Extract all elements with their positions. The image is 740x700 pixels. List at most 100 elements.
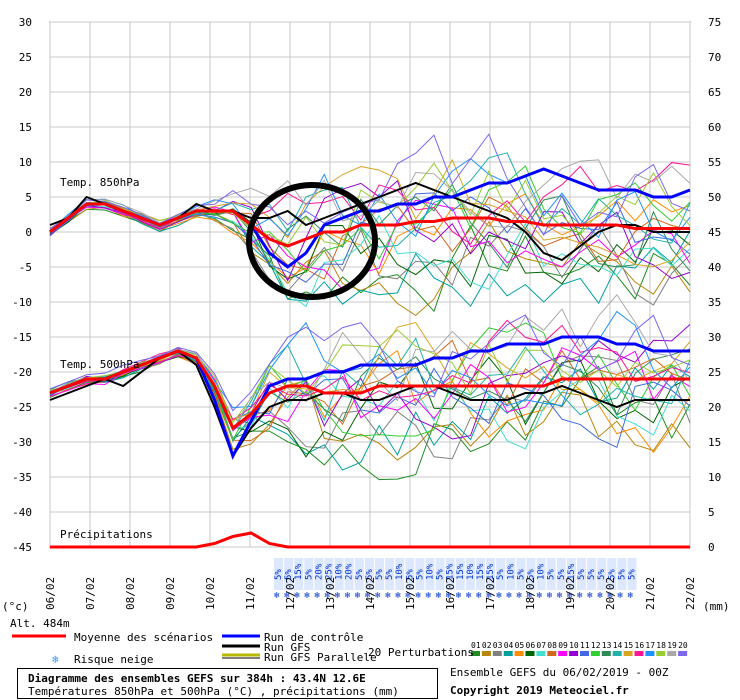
snow-risk-value: 5% (375, 569, 385, 580)
perturbation-id: 18 (656, 641, 666, 650)
perturbation-color-box (678, 651, 688, 656)
snow-risk-cell (627, 558, 637, 590)
snowflake-icon: ❄ (577, 591, 583, 601)
y-tick-left: 5 (25, 191, 32, 204)
snow-risk-cell (516, 558, 526, 590)
right-unit-label: (mm) (703, 600, 730, 613)
perturbation-id: 01 (471, 641, 481, 650)
snow-risk-value: 5% (436, 569, 446, 580)
snow-risk-value: 20% (345, 563, 355, 580)
y-tick-left: 0 (25, 226, 32, 239)
snow-risk-cell (556, 558, 566, 590)
y-tick-left: 10 (19, 156, 32, 169)
y-tick-right: 35 (708, 296, 721, 309)
y-tick-left: -45 (12, 541, 32, 554)
snow-risk-value: 5% (577, 569, 587, 580)
perturbation-id: 10 (569, 641, 579, 650)
perturbation-id: 12 (591, 641, 601, 650)
snow-risk-value: 5% (284, 569, 294, 580)
snowflake-icon: ❄ (284, 591, 290, 601)
snowflake-icon: ❄ (314, 591, 320, 601)
x-axis: 06/02 07/02 08/02 09/02 10/02 11/02 12/02 13/02… (44, 577, 697, 610)
perturbation-id: 08 (547, 641, 557, 650)
y-tick-left: -10 (12, 296, 32, 309)
perturbation-line-t500 (49, 314, 691, 412)
snow-risk-value: 10% (506, 563, 516, 580)
snowflake-icon: ❄ (274, 591, 280, 601)
perturbation-color-box (569, 651, 579, 656)
snow-risk-cell (577, 558, 586, 590)
snowflake-icon: ❄ (426, 591, 432, 601)
perturbation-color-box (656, 651, 666, 656)
perturbation-color-box (492, 651, 502, 656)
y-tick-right: 40 (708, 261, 721, 274)
snowflake-icon: ❄ (395, 591, 401, 601)
snowflake-icon: ❄ (304, 591, 310, 601)
x-tick-date: 11/02 (244, 577, 257, 610)
perturbation-color-box (514, 651, 524, 656)
snowflake-icon: ❄ (547, 591, 553, 601)
footer-box: Diagramme des ensembles GEFS sur 384h : … (17, 668, 438, 699)
perturbation-id: 04 (504, 641, 514, 650)
snowflake-icon: ❄ (466, 591, 472, 601)
snow-risk-cell (455, 558, 465, 590)
snow-risk-value: 20% (314, 563, 324, 580)
chart-grid (49, 21, 691, 548)
perturbation-line-t850 (49, 159, 691, 230)
snow-risk-value: 5% (415, 569, 425, 580)
snow-risk-value: 5% (365, 569, 375, 580)
snow-risk-cell (496, 558, 506, 590)
perturbation-color-box (590, 651, 600, 656)
snowflake-icon: ❄ (365, 591, 371, 601)
legend-control-label: Run de contrôle (264, 631, 364, 644)
y-tick-left: -20 (12, 366, 32, 379)
y-tick-left: -30 (12, 436, 32, 449)
snow-risk-cell (617, 558, 627, 590)
snow-risk-value: 10% (335, 563, 345, 580)
snow-risk-value: 10% (395, 563, 405, 580)
perturbation-color-box (547, 651, 557, 656)
y-tick-left: -35 (12, 471, 32, 484)
snow-risk-value: 5% (628, 569, 638, 580)
y-tick-right: 30 (708, 331, 721, 344)
snowflake-icon: ❄ (607, 591, 613, 601)
x-tick-date: 07/02 (84, 577, 97, 610)
snow-risk-cell (354, 558, 364, 590)
snowflake-icon: ❄ (496, 591, 502, 601)
snow-risk-cell (334, 558, 344, 590)
snow-risk-value: 15% (446, 563, 456, 580)
perturbation-id: 13 (602, 641, 612, 650)
perturbation-color-box (667, 651, 677, 656)
snow-risk-cell (385, 558, 395, 590)
snow-risk-cell (304, 558, 314, 590)
x-tick-date: 19/02 (564, 577, 577, 610)
perturbation-id: 07 (536, 641, 546, 650)
snow-risk-value: 15% (476, 563, 486, 580)
snowflake-icon: ❄ (436, 591, 442, 601)
legend-gfs-parallel-label: Run GFS Parallele (264, 651, 377, 664)
perturbation-color-box (623, 651, 633, 656)
perturbation-line-t850 (49, 133, 691, 237)
perturbation-id: 14 (613, 641, 623, 650)
y-axes: 302520151050-5-10-15-20-25-30-35-40-4575… (12, 16, 721, 554)
perturbation-id: 11 (580, 641, 590, 650)
snow-risk-cell (526, 558, 536, 590)
snowflake-icon: ❄ (52, 653, 59, 666)
snow-risk-row: 5% ❄ 5% ❄ 15% ❄ 5% ❄ 20% ❄ 25% ❄ 10% ❄ 20% ❄ 5% ❄ 5% ❄ 5% ❄ 5%… (274, 558, 638, 601)
y-tick-right: 0 (708, 541, 715, 554)
snow-risk-value: 5% (557, 569, 567, 580)
y-tick-left: 30 (19, 16, 32, 29)
snowflake-icon: ❄ (456, 591, 462, 601)
snow-risk-cell (435, 558, 445, 590)
snow-risk-cell (587, 558, 597, 590)
snow-risk-value: 5% (547, 569, 557, 580)
perturbation-id: 20 (678, 641, 688, 650)
x-tick-date: 14/02 (364, 577, 377, 610)
snow-risk-value: 5% (587, 569, 597, 580)
x-tick-date: 09/02 (164, 577, 177, 610)
snowflake-icon: ❄ (628, 591, 634, 601)
footer-title: Diagramme des ensembles GEFS sur 384h : … (28, 672, 366, 685)
perturbation-color-box (645, 651, 655, 656)
snow-risk-cell (294, 558, 304, 590)
